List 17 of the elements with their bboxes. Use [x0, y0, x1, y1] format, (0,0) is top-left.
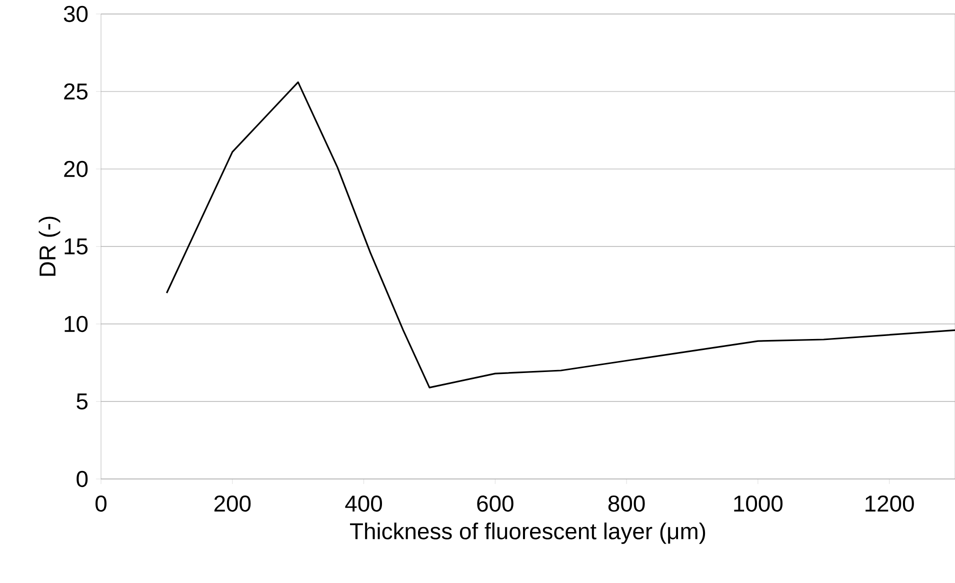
x-tick-label: 400: [345, 496, 382, 512]
x-tick-label: 1200: [866, 496, 914, 512]
y-tick-label: 20: [64, 160, 88, 178]
y-tick-label: 15: [64, 238, 88, 254]
x-tick-label: 1000: [734, 496, 783, 512]
y-axis-title: DR (-): [38, 216, 60, 276]
y-tick-label: 30: [64, 6, 88, 22]
x-tick-label: 800: [608, 496, 645, 512]
x-tick-label: 200: [214, 496, 251, 512]
x-tick-label: 600: [477, 496, 514, 512]
y-tick-label: 25: [64, 83, 88, 100]
y-tick-label: 0: [76, 470, 88, 488]
y-tick-label: 5: [76, 393, 88, 410]
x-axis-title: Thickness of fluorescent layer (μm): [350, 522, 706, 544]
y-tick-label: 10: [64, 316, 88, 332]
x-tick-label: 0: [96, 496, 106, 512]
line-series: [166, 81, 955, 388]
